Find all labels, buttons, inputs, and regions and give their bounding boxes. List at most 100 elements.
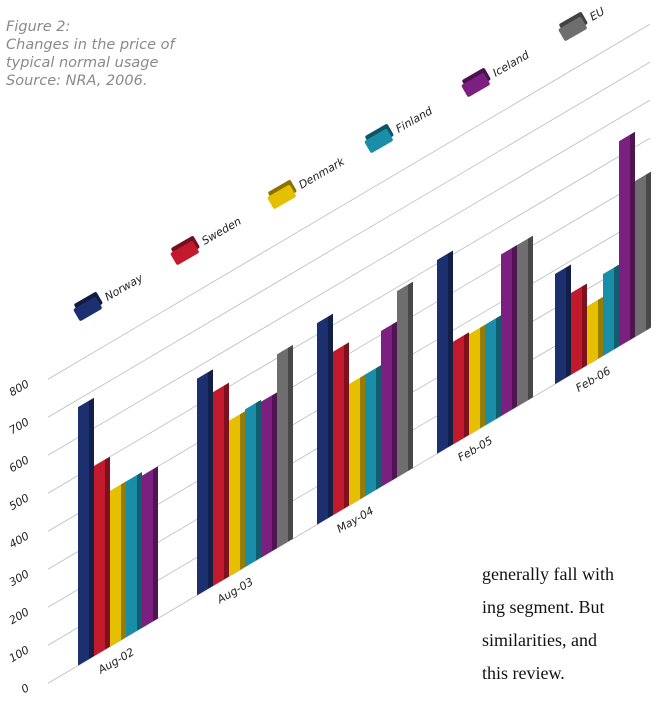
bar-top bbox=[229, 411, 245, 421]
legend-item: Denmark bbox=[267, 155, 347, 209]
bar-top bbox=[571, 283, 587, 294]
bar bbox=[213, 385, 224, 586]
bar-side bbox=[408, 281, 413, 471]
bar-side bbox=[566, 264, 571, 378]
legend-label: Denmark bbox=[296, 155, 347, 192]
bar-side bbox=[272, 392, 277, 552]
caption-line: Figure 2: bbox=[6, 19, 71, 35]
y-tick-label: 700 bbox=[7, 415, 32, 437]
bar-side bbox=[376, 365, 381, 490]
bar bbox=[365, 368, 376, 497]
bar-side bbox=[528, 235, 533, 401]
bar bbox=[229, 414, 240, 577]
y-tick-label: 500 bbox=[7, 491, 32, 513]
bar bbox=[437, 253, 448, 454]
bar bbox=[381, 324, 392, 487]
bar-side bbox=[328, 313, 333, 519]
bar-side bbox=[224, 382, 229, 580]
legend-swatch bbox=[73, 297, 102, 321]
bar-top bbox=[261, 392, 277, 402]
bar-side bbox=[646, 171, 651, 331]
bar-top bbox=[501, 245, 517, 255]
bar-top bbox=[333, 342, 349, 352]
bar-top bbox=[197, 369, 213, 379]
bar-top bbox=[126, 471, 142, 482]
y-tick-label: 400 bbox=[7, 529, 32, 551]
bar-top bbox=[110, 481, 126, 491]
bar-top bbox=[245, 399, 261, 410]
legend-label: Iceland bbox=[490, 48, 532, 80]
bar-side bbox=[89, 397, 94, 660]
bar-side bbox=[480, 324, 485, 429]
bar bbox=[142, 469, 153, 628]
bar bbox=[555, 267, 566, 385]
bar-side bbox=[496, 315, 501, 419]
caption-line: typical normal usage bbox=[6, 55, 159, 71]
bar-top bbox=[517, 235, 533, 246]
bar-side bbox=[153, 466, 158, 622]
bar bbox=[261, 395, 272, 558]
bar-top bbox=[469, 324, 485, 335]
grid-line bbox=[47, 99, 651, 456]
bar bbox=[587, 299, 598, 366]
bar-top bbox=[453, 332, 469, 342]
bar-side bbox=[288, 344, 293, 542]
bar-top bbox=[485, 315, 501, 325]
y-tick-label: 100 bbox=[7, 643, 32, 665]
legend-item: Iceland bbox=[461, 48, 532, 97]
bar bbox=[453, 335, 464, 445]
bar bbox=[245, 402, 256, 568]
bar-side bbox=[464, 332, 469, 438]
bar bbox=[603, 267, 614, 356]
grid-line bbox=[47, 23, 651, 380]
bar-top bbox=[213, 382, 229, 393]
bar-top bbox=[397, 281, 413, 292]
body-text: generally fall with ing segment. But sim… bbox=[482, 558, 614, 690]
bar bbox=[317, 316, 328, 525]
legend-swatch bbox=[170, 241, 199, 265]
y-tick-label: 200 bbox=[7, 605, 32, 627]
legend-item: Norway bbox=[73, 271, 146, 321]
bar-top bbox=[603, 264, 619, 275]
y-tick-label: 600 bbox=[7, 453, 32, 475]
bar-top bbox=[142, 466, 158, 476]
bar bbox=[619, 134, 630, 347]
legend-item: Sweden bbox=[170, 215, 244, 265]
bar bbox=[333, 345, 344, 516]
bar-top bbox=[277, 344, 293, 355]
bar bbox=[349, 377, 360, 506]
bar-top bbox=[381, 321, 397, 332]
bar-side bbox=[392, 321, 397, 481]
bar bbox=[94, 459, 105, 657]
bar bbox=[501, 248, 512, 417]
legend-swatch bbox=[267, 185, 296, 209]
bar-top bbox=[635, 171, 651, 182]
bar bbox=[277, 347, 288, 549]
bar bbox=[397, 284, 408, 478]
bar-side bbox=[512, 245, 517, 410]
legend-label: Finland bbox=[393, 104, 435, 136]
bar-side bbox=[598, 296, 603, 359]
legend-label: EU bbox=[587, 5, 607, 24]
bar-side bbox=[344, 342, 349, 509]
bar-top bbox=[78, 397, 94, 408]
bar bbox=[126, 474, 137, 638]
bar-top bbox=[587, 296, 603, 307]
bar-side bbox=[137, 471, 142, 631]
bar-top bbox=[365, 365, 381, 375]
body-line: similarities, and bbox=[482, 630, 597, 650]
bar-side bbox=[240, 411, 245, 570]
legend-item: Finland bbox=[364, 104, 436, 153]
legend-swatch bbox=[558, 17, 587, 41]
bar-top bbox=[94, 456, 110, 467]
bar-side bbox=[448, 250, 453, 448]
bar-top bbox=[555, 264, 571, 274]
y-tick-label: 300 bbox=[7, 567, 32, 589]
bar bbox=[78, 400, 89, 666]
bar bbox=[469, 327, 480, 435]
bar bbox=[635, 174, 646, 337]
bar bbox=[571, 286, 582, 375]
grid-line bbox=[47, 61, 651, 418]
legend-label: Sweden bbox=[199, 215, 243, 248]
